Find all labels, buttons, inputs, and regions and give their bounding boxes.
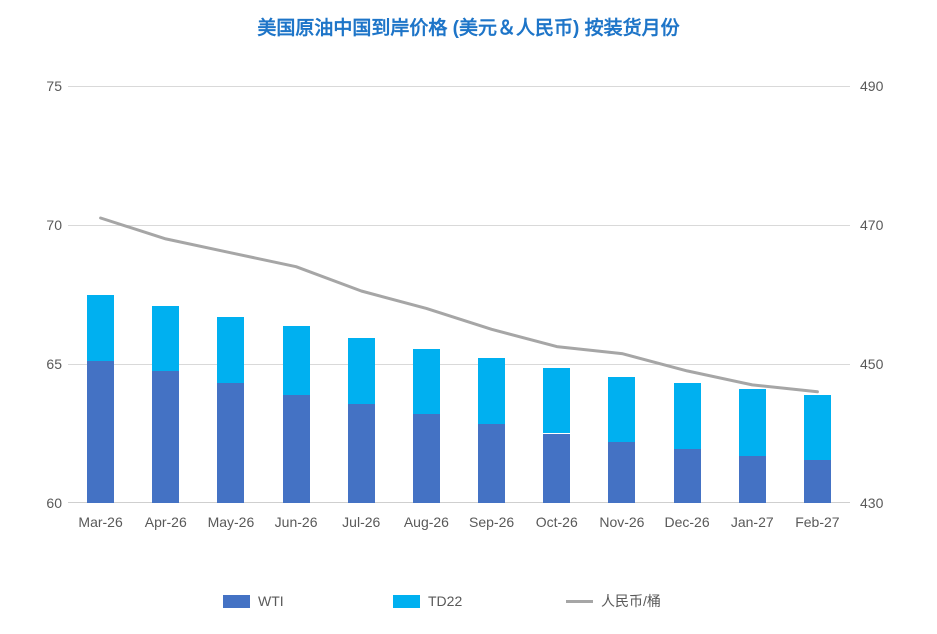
bar-segment-td22 bbox=[282, 326, 310, 395]
x-axis-tick-label: Nov-26 bbox=[599, 514, 645, 530]
plot-area: 75 490 70 470 65 450 60 430 Mar-26 Apr-26 May-26 Ju… bbox=[46, 79, 883, 530]
bar-segment-wti bbox=[217, 383, 245, 503]
right-axis-tick-label: 450 bbox=[860, 356, 884, 372]
right-axis-tick-label: 490 bbox=[860, 78, 884, 94]
bar-segment-wti bbox=[152, 370, 180, 503]
gridline bbox=[68, 364, 850, 365]
bar-segment-td22 bbox=[738, 389, 766, 456]
legend: WTI TD22 人民币/桶 bbox=[0, 591, 937, 613]
x-axis-tick-label: Jul-26 bbox=[342, 514, 381, 530]
bar-segment-td22 bbox=[478, 358, 506, 424]
bar-segment-wti bbox=[282, 394, 310, 503]
bar-segment-td22 bbox=[543, 368, 571, 434]
x-axis-tick-label: Mar-26 bbox=[78, 514, 123, 530]
legend-item-td22: TD22 bbox=[393, 591, 462, 611]
bar-segment-td22 bbox=[673, 383, 701, 449]
left-axis-tick-label: 70 bbox=[46, 217, 62, 233]
left-axis-tick-label: 75 bbox=[46, 78, 62, 94]
bar-segment-wti bbox=[87, 361, 115, 503]
legend-bar-swatch bbox=[393, 594, 420, 608]
left-axis-tick-label: 65 bbox=[46, 356, 62, 372]
bar-segment-wti bbox=[412, 414, 440, 503]
bar-segment-wti bbox=[608, 441, 636, 503]
rmb-line-layer bbox=[99, 216, 819, 394]
legend-label: 人民币/桶 bbox=[601, 593, 661, 609]
x-axis-tick-label: Aug-26 bbox=[403, 514, 449, 530]
left-axis-tick-label: 60 bbox=[46, 495, 62, 511]
legend-line-swatch bbox=[566, 599, 593, 603]
legend-label: WTI bbox=[258, 593, 284, 609]
bar-segment-wti bbox=[673, 448, 701, 503]
x-axis-line bbox=[68, 502, 850, 503]
x-axis-tick-label: Dec-26 bbox=[664, 514, 710, 530]
legend-item-wti: WTI bbox=[223, 591, 284, 611]
bar-segment-wti bbox=[738, 455, 766, 503]
bar-segment-td22 bbox=[803, 394, 831, 460]
gridline bbox=[68, 86, 850, 87]
x-axis-tick-label: Feb-27 bbox=[795, 514, 840, 530]
bar-segment-td22 bbox=[608, 376, 636, 442]
legend-bar-swatch bbox=[223, 594, 250, 608]
bar-segment-wti bbox=[478, 423, 506, 503]
bar-segment-wti bbox=[347, 404, 375, 503]
bar-segment-td22 bbox=[347, 337, 375, 405]
x-axis-tick-label: Sep-26 bbox=[469, 514, 515, 530]
right-axis-tick-label: 430 bbox=[860, 495, 884, 511]
bar-segment-td22 bbox=[412, 348, 440, 415]
bar-segment-wti bbox=[543, 433, 571, 503]
x-axis-tick-label: Jan-27 bbox=[730, 514, 774, 530]
right-axis-tick-label: 470 bbox=[860, 217, 884, 233]
gridline bbox=[68, 225, 850, 226]
x-axis-tick-label: Jun-26 bbox=[274, 514, 318, 530]
x-axis-tick-label: Apr-26 bbox=[144, 514, 187, 530]
legend-item-rmb-line: 人民币/桶 bbox=[566, 591, 661, 611]
x-axis-tick-label: Oct-26 bbox=[535, 514, 578, 530]
legend-label: TD22 bbox=[428, 593, 463, 609]
rmb-line bbox=[99, 216, 819, 394]
chart-title: 美国原油中国到岸价格 (美元＆人民币) 按装货月份 bbox=[257, 18, 680, 39]
bar-segment-wti bbox=[803, 459, 831, 503]
bar-segment-td22 bbox=[152, 305, 180, 371]
bar-segment-td22 bbox=[217, 316, 245, 384]
bar-segment-td22 bbox=[87, 294, 115, 362]
x-axis-tick-label: May-26 bbox=[207, 514, 255, 530]
